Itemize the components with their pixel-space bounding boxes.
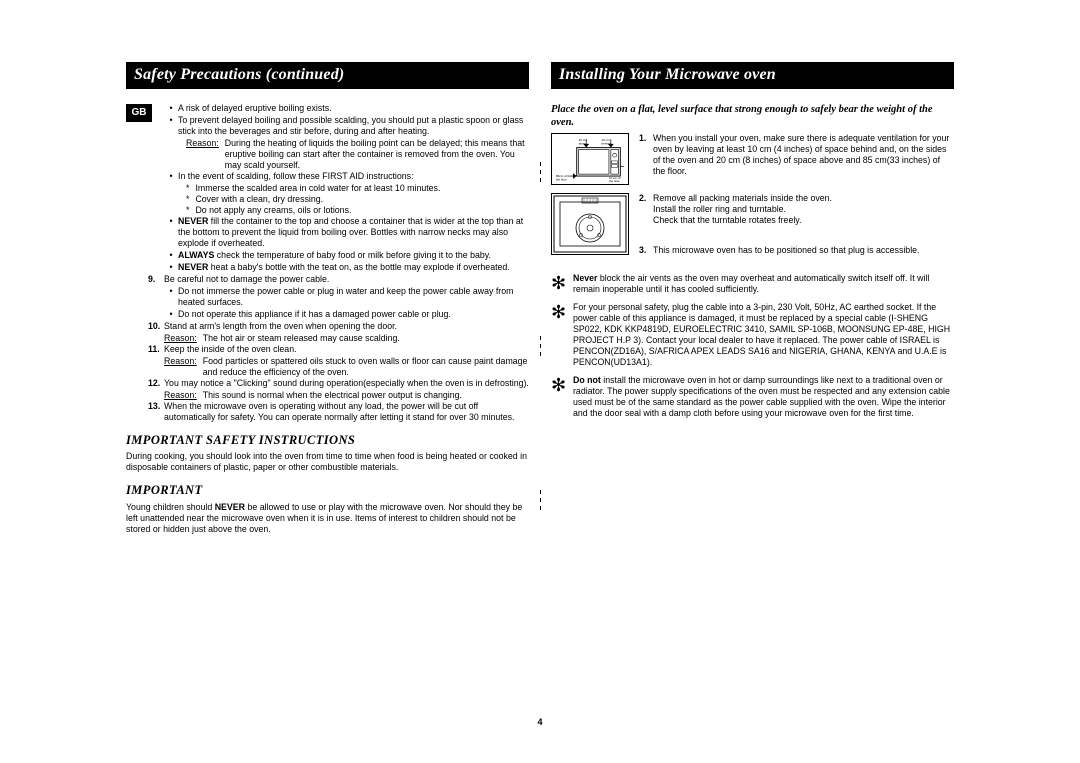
warning-icon: ✻ [551, 375, 569, 419]
install-step-2: Remove all packing materials inside the … [653, 193, 832, 226]
item-10: Stand at arm's length from the oven when… [164, 321, 529, 332]
left-header: Safety Precautions (continued) [134, 66, 521, 84]
install-intro: Place the oven on a flat, level surface … [551, 103, 954, 129]
warning-3: ✻ Do not install the microwave oven in h… [551, 375, 954, 419]
subhead-2-text: Young children should NEVER be allowed t… [126, 502, 529, 535]
warning-icon: ✻ [551, 302, 569, 368]
install-step-1-row: 20 cm above 10 cm behind 85cm of the flo… [551, 133, 954, 191]
interior-diagram [551, 193, 629, 255]
center-divider [540, 162, 541, 582]
bullet-1: A risk of delayed eruptive boiling exist… [178, 103, 529, 114]
install-step-3: This microwave oven has to be positioned… [653, 245, 920, 256]
right-header-bar: Installing Your Microwave oven [551, 62, 954, 89]
svg-text:above: above [579, 142, 588, 146]
item-13: When the microwave oven is operating wit… [164, 401, 529, 423]
left-column: Safety Precautions (continued) GB •A ris… [126, 62, 533, 702]
install-step-2-row: 2.Remove all packing materials inside th… [551, 193, 954, 261]
item-12: You may notice a "Clicking" sound during… [164, 378, 529, 389]
subhead-1-text: During cooking, you should look into the… [126, 451, 529, 473]
page-number: 4 [537, 717, 542, 727]
left-header-bar: Safety Precautions (continued) [126, 62, 529, 89]
warning-1: ✻ Never block the air vents as the oven … [551, 273, 954, 295]
warning-icon: ✻ [551, 273, 569, 295]
svg-text:the floor: the floor [556, 178, 567, 182]
never-1: NEVER fill the container to the top and … [178, 216, 529, 249]
never-2: NEVER heat a baby's bottle with the teat… [178, 262, 529, 273]
install-step-1: When you install your oven, make sure th… [653, 133, 954, 177]
right-header: Installing Your Microwave oven [559, 66, 946, 84]
clearance-diagram: 20 cm above 10 cm behind 85cm of the flo… [551, 133, 629, 185]
bullet-2: To prevent delayed boiling and possible … [178, 115, 529, 137]
item-9-sub2: Do not operate this appliance if it has … [178, 309, 529, 320]
firstaid-intro: In the event of scalding, follow these F… [178, 171, 529, 182]
svg-text:the side: the side [609, 179, 620, 182]
item-9-sub1: Do not immerse the power cable or plug i… [178, 286, 529, 308]
right-column: Installing Your Microwave oven Place the… [547, 62, 954, 702]
left-body: •A risk of delayed eruptive boiling exis… [164, 103, 529, 535]
item-11: Keep the inside of the oven clean. [164, 344, 529, 355]
svg-text:behind: behind [601, 142, 610, 146]
always: ALWAYS check the temperature of baby foo… [178, 250, 529, 261]
gb-badge: GB [126, 104, 152, 122]
warning-2: ✻ For your personal safety, plug the cab… [551, 302, 954, 368]
firstaid-list: *Immerse the scalded area in cold water … [186, 183, 529, 216]
subhead-2: IMPORTANT [126, 483, 529, 499]
item-9: Be careful not to damage the power cable… [164, 274, 529, 285]
item-10-reason: Reason:The hot air or steam released may… [164, 333, 529, 344]
subhead-1: IMPORTANT SAFETY INSTRUCTIONS [126, 433, 529, 449]
item-11-reason: Reason:Food particles or spattered oils … [164, 356, 529, 378]
item-12-reason: Reason:This sound is normal when the ele… [164, 390, 529, 401]
reason-1: Reason: During the heating of liquids th… [186, 138, 529, 171]
